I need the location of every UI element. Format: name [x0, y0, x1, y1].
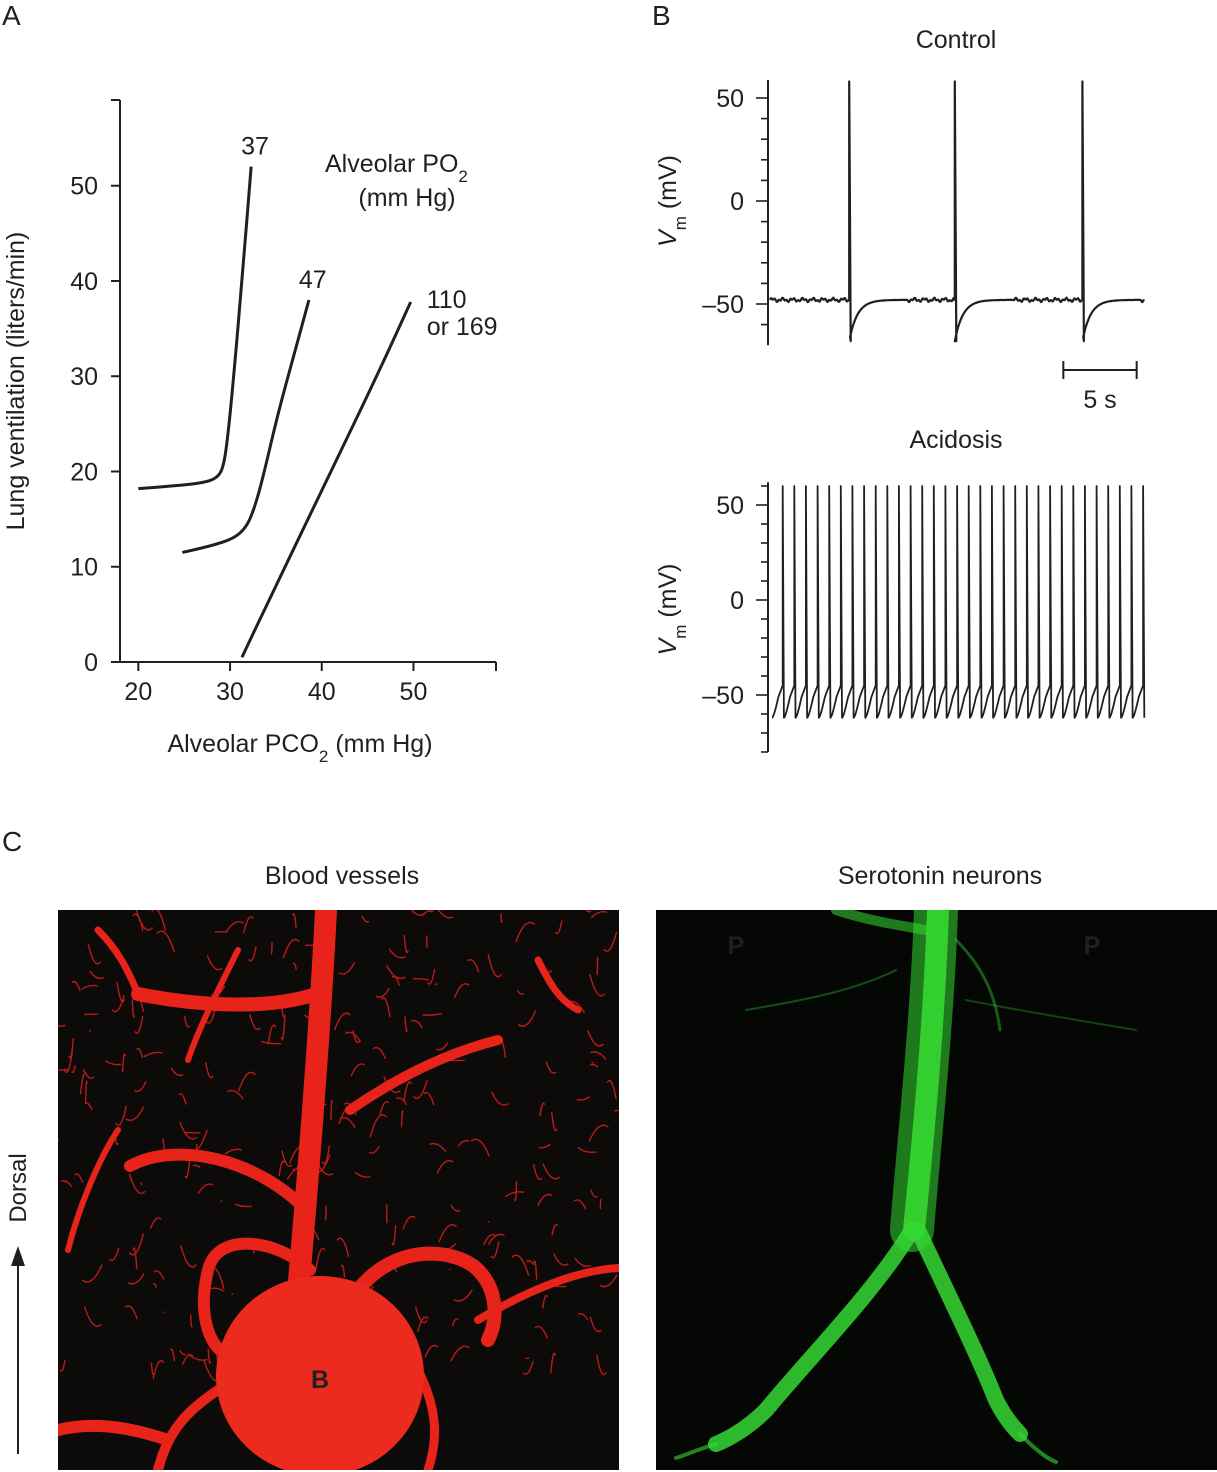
acidosis-trace-chart: –50 0 50 Vm (mV): [654, 482, 1146, 753]
series-label-2-line1: 110: [427, 286, 467, 314]
x-tick-label: 20: [124, 678, 152, 706]
control-title: Control: [915, 26, 997, 54]
series-line-0: [138, 166, 253, 491]
ventilation-series: [138, 166, 413, 658]
acidosis-tick-label: 50: [716, 492, 744, 520]
y-tick-label: 40: [70, 268, 98, 296]
dorsal-orientation-indicator: Dorsal: [5, 1153, 32, 1454]
basilar-artery-shape: [216, 1276, 424, 1470]
panel-letter-c: C: [2, 826, 23, 857]
x-tick-label: 30: [216, 678, 244, 706]
time-scale-bar: [1062, 361, 1138, 379]
acidosis-tick-label: –50: [702, 682, 744, 710]
x-tick-label: 40: [308, 678, 336, 706]
label-pyramid-left: P: [728, 932, 745, 960]
acidosis-y-axis: –50 0 50: [702, 482, 769, 753]
acidosis-membrane-trace: [771, 485, 1146, 719]
panel-letter-a: A: [2, 0, 21, 31]
acidosis-title: Acidosis: [909, 426, 1003, 454]
y-tick-label: 0: [84, 649, 98, 677]
legend-title-unit: (mm Hg): [358, 184, 455, 212]
label-pyramid-right: P: [1084, 932, 1101, 960]
acidosis-y-axis-label: Vm (mV): [654, 564, 690, 656]
blood-vessels-micrograph: B: [58, 910, 619, 1470]
control-y-axis-label: Vm (mV): [654, 155, 690, 247]
series-line-1: [182, 299, 311, 554]
dorsal-arrow-head: [11, 1246, 25, 1266]
y-tick-label: 30: [70, 363, 98, 391]
x-axis-label: Alveolar PCO2 (mm Hg): [167, 730, 432, 766]
y-axis-label: Lung ventilation (liters/min): [2, 232, 30, 531]
legend-title: Alveolar PO2: [325, 150, 468, 186]
series-label-1: 47: [299, 266, 327, 294]
control-tick-label: –50: [702, 291, 744, 319]
panel-letter-b: B: [652, 0, 671, 31]
series-label-2-line2: or 169: [427, 313, 498, 341]
control-y-axis: –50 0 50: [702, 80, 769, 346]
series-label-0: 37: [241, 133, 269, 161]
scale-bar-label: 5 s: [1083, 386, 1116, 414]
y-tick-label: 50: [70, 173, 98, 201]
control-tick-label: 50: [716, 85, 744, 113]
control-membrane-trace: [769, 80, 1145, 343]
x-tick-label: 50: [400, 678, 428, 706]
ventilation-axes: 0 10 20 30 40 50 20 30 40 50: [70, 99, 497, 706]
control-trace-chart: –50 0 50 5 s Vm (mV): [654, 80, 1145, 414]
dorsal-label: Dorsal: [5, 1153, 32, 1222]
y-tick-label: 10: [70, 554, 98, 582]
serotonin-neurons-title: Serotonin neurons: [837, 862, 1043, 890]
control-tick-label: 0: [730, 188, 744, 216]
serotonin-neurons-drawing: P P: [656, 910, 1217, 1470]
blood-vessels-title: Blood vessels: [264, 862, 420, 890]
blood-vessels-drawing: B: [58, 910, 619, 1470]
label-basilar-artery: B: [311, 1366, 329, 1394]
series-line-2: [240, 301, 413, 658]
serotonin-neurons-micrograph: P P: [656, 910, 1217, 1470]
acidosis-tick-label: 0: [730, 587, 744, 615]
y-tick-label: 20: [70, 458, 98, 486]
